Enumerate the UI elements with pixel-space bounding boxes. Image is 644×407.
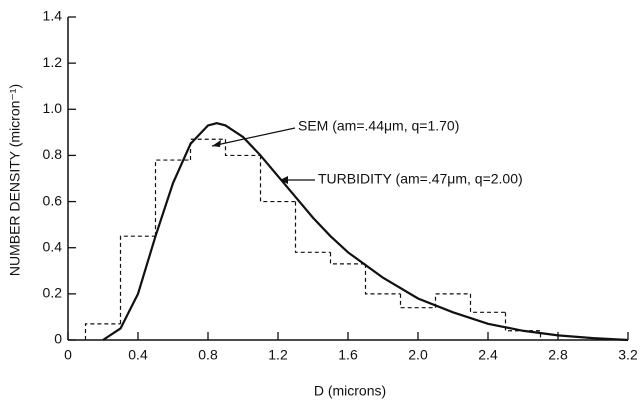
density-curve — [102, 121, 629, 342]
y-tick-label: 1.4 — [43, 8, 63, 24]
arrow-head — [212, 140, 221, 147]
y-tick-label: 0.6 — [43, 192, 63, 208]
y-tick-label: 0.2 — [43, 285, 63, 301]
y-tick-label: 0.8 — [43, 146, 63, 162]
x-tick-label: 3.2 — [618, 347, 638, 363]
histogram-bar — [224, 139, 261, 157]
x-tick-label: 2.4 — [478, 347, 498, 363]
x-tick-label: 2.0 — [408, 347, 428, 363]
x-axis-label: D (microns) — [314, 383, 386, 399]
x-tick-label: 0.4 — [128, 347, 148, 363]
y-tick-label: 0 — [54, 331, 62, 347]
x-tick-label: 2.8 — [548, 347, 568, 363]
x-tick-label: 1.2 — [268, 347, 288, 363]
y-axis-label: NUMBER DENSITY (micron⁻¹) — [7, 84, 23, 276]
histogram-bar — [84, 323, 121, 340]
y-tick-label: 1.2 — [43, 54, 63, 70]
histogram-bar — [294, 201, 331, 253]
histogram-bar — [119, 235, 156, 324]
histogram-bar — [399, 293, 436, 309]
histogram-bar — [154, 159, 191, 237]
y-tick-label: 0.4 — [43, 238, 63, 254]
histogram-bar — [469, 293, 506, 313]
histogram-bar — [329, 252, 366, 265]
x-tick-label: 0.8 — [198, 347, 218, 363]
histogram-bar — [434, 293, 471, 308]
arrow — [211, 127, 296, 147]
x-tick-label: 0 — [64, 347, 72, 363]
histogram-bar — [259, 155, 296, 203]
annotation: TURBIDITY (am=.47μm, q=2.00) — [318, 171, 523, 187]
histogram-bar — [504, 312, 542, 340]
annotation: SEM (am=.44μm, q=1.70) — [298, 118, 459, 134]
histogram-bar — [364, 263, 401, 295]
x-tick-label: 1.6 — [338, 347, 358, 363]
y-tick-label: 1.0 — [43, 100, 63, 116]
arrow-head — [280, 176, 288, 184]
histogram-bar — [189, 138, 226, 161]
